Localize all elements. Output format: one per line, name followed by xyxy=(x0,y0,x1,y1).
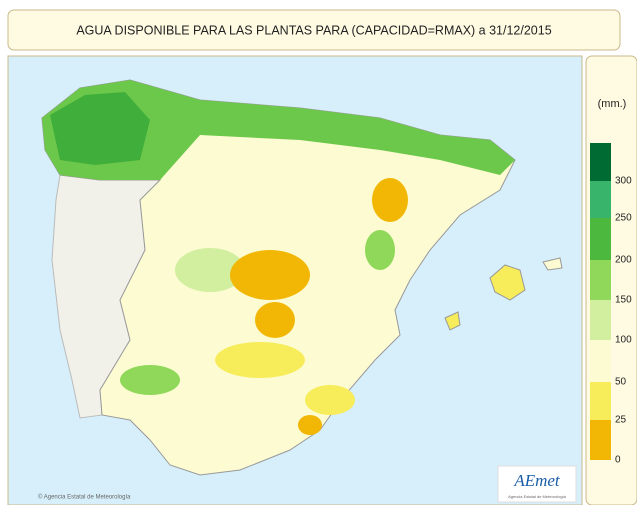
legend-swatch xyxy=(590,181,611,218)
north-green xyxy=(42,80,515,180)
dry-patch xyxy=(298,415,322,435)
legend-tick-label: 0 xyxy=(615,455,621,466)
legend-tick-label: 50 xyxy=(615,377,627,388)
dry-patch xyxy=(372,178,408,222)
legend-tick-label: 300 xyxy=(615,176,632,187)
green-patch xyxy=(120,365,180,395)
logo-subtitle: Agencia Estatal de Meteorología xyxy=(508,494,567,499)
legend-swatch xyxy=(590,143,611,181)
legend-tick-label: 100 xyxy=(615,335,632,346)
legend-swatch xyxy=(590,382,611,420)
dry-patch xyxy=(215,342,305,378)
green-patch xyxy=(365,230,395,270)
legend-tick-label: 200 xyxy=(615,255,632,266)
logo-box xyxy=(497,465,577,503)
galicia xyxy=(50,92,150,165)
legend-tick-label: 25 xyxy=(615,415,627,426)
menorca xyxy=(542,257,563,271)
legend-swatch xyxy=(590,340,611,382)
green-patch xyxy=(175,248,245,292)
mallorca xyxy=(489,264,526,301)
logo: AEmet xyxy=(513,471,561,490)
legend-swatch xyxy=(590,420,611,460)
ibiza xyxy=(444,311,461,331)
legend-tick-label: 250 xyxy=(615,213,632,224)
map xyxy=(41,79,563,476)
dry-patch xyxy=(230,250,310,300)
legend-unit: (mm.) xyxy=(598,98,627,110)
legend-swatch xyxy=(590,300,611,340)
legend-swatch xyxy=(590,260,611,300)
dry-patch xyxy=(255,302,295,338)
credit: © Agencia Estatal de Meteorología xyxy=(38,494,131,501)
title: AGUA DISPONIBLE PARA LAS PLANTAS PARA (C… xyxy=(76,23,551,37)
title-box xyxy=(7,9,621,51)
legend-tick-label: 150 xyxy=(615,295,632,306)
legend-swatch xyxy=(590,218,611,260)
dry-patch xyxy=(305,385,355,415)
